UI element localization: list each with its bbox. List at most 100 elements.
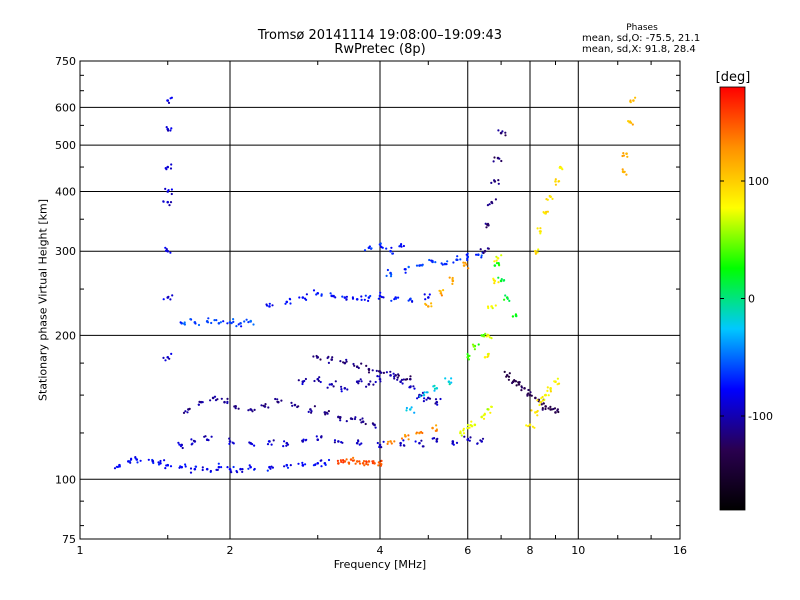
data-point	[166, 355, 170, 359]
data-point	[359, 378, 362, 381]
data-point	[315, 435, 318, 438]
data-point	[393, 377, 396, 380]
data-point	[285, 464, 288, 467]
plot-frame	[79, 60, 681, 540]
data-point	[407, 438, 410, 441]
data-point	[434, 398, 438, 401]
data-point	[385, 274, 388, 277]
data-point	[491, 202, 494, 205]
data-point	[536, 409, 539, 413]
data-point	[253, 444, 256, 447]
data-point	[324, 413, 327, 416]
data-point	[289, 302, 292, 305]
data-point	[251, 443, 254, 446]
data-point	[340, 460, 343, 463]
data-point	[136, 461, 139, 464]
data-point	[456, 255, 459, 258]
data-point	[170, 96, 173, 99]
data-point	[460, 434, 463, 437]
data-point	[159, 459, 162, 463]
y-tick-label: 200	[55, 329, 76, 342]
data-point	[546, 198, 549, 201]
data-point	[377, 297, 380, 300]
data-point	[343, 387, 347, 390]
data-point	[378, 443, 382, 447]
data-point	[468, 439, 471, 442]
data-point	[444, 377, 447, 380]
data-point	[113, 467, 117, 470]
data-point	[205, 467, 209, 471]
data-point	[304, 439, 307, 442]
data-point	[500, 278, 503, 281]
data-point	[391, 252, 394, 255]
data-point	[283, 465, 286, 468]
data-point	[201, 401, 204, 404]
data-point	[352, 362, 355, 366]
data-point	[358, 460, 361, 463]
data-point	[517, 381, 520, 384]
data-point	[215, 319, 218, 322]
data-point	[332, 295, 335, 298]
data-point	[217, 321, 221, 325]
data-point	[483, 249, 487, 253]
data-point	[486, 353, 489, 356]
data-point	[422, 400, 425, 403]
data-point	[189, 471, 193, 474]
data-point	[268, 305, 271, 308]
data-point	[239, 321, 242, 325]
data-point	[342, 361, 345, 364]
data-point	[166, 99, 169, 102]
data-point	[390, 273, 393, 276]
data-point	[503, 370, 506, 373]
data-point	[312, 355, 315, 358]
data-point	[451, 282, 454, 285]
data-point	[166, 249, 170, 253]
data-point	[249, 319, 252, 322]
data-point	[493, 260, 496, 263]
colorbar-tick-label: -100	[748, 410, 773, 423]
data-point	[365, 461, 368, 464]
data-point	[409, 378, 412, 381]
data-point	[419, 395, 422, 398]
data-point	[549, 390, 553, 393]
data-point	[276, 398, 279, 401]
data-point	[542, 211, 545, 214]
data-point	[389, 275, 393, 278]
data-point	[515, 315, 518, 318]
data-point	[442, 289, 445, 292]
data-point	[495, 262, 499, 265]
data-point	[179, 445, 183, 448]
data-point	[462, 264, 466, 267]
data-point	[312, 289, 316, 292]
data-point	[359, 418, 362, 421]
data-point	[226, 397, 229, 400]
data-point	[399, 380, 402, 384]
data-point	[467, 437, 470, 440]
data-point	[486, 333, 489, 336]
data-point	[355, 297, 359, 301]
data-point	[193, 467, 197, 471]
data-point	[554, 183, 558, 186]
data-point	[270, 443, 273, 446]
data-point	[357, 440, 360, 443]
data-point	[345, 360, 348, 363]
data-point	[433, 389, 436, 392]
data-point	[390, 442, 393, 445]
data-point	[371, 369, 374, 372]
data-point	[228, 437, 231, 440]
data-point	[329, 292, 332, 295]
data-point	[313, 379, 316, 383]
data-point	[433, 384, 436, 387]
data-point	[480, 415, 484, 419]
data-point	[536, 251, 539, 254]
data-point	[330, 294, 334, 298]
data-point	[626, 155, 629, 158]
data-point	[378, 445, 381, 449]
data-point	[483, 412, 486, 415]
data-point	[181, 446, 184, 450]
data-point	[527, 388, 530, 392]
y-tick-label: 75	[62, 533, 76, 546]
data-point	[320, 459, 323, 462]
x-tick-label: 6	[464, 544, 471, 557]
data-point	[169, 129, 172, 132]
